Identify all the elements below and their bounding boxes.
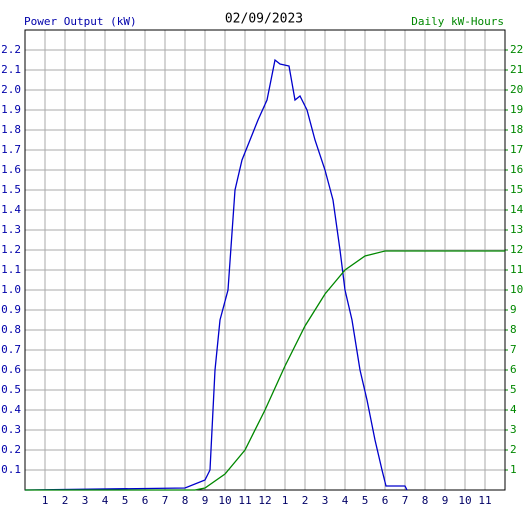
y2-tick-label: 13	[510, 223, 523, 236]
y-axis-label: Power Output (kW)	[24, 15, 137, 28]
y2-tick-label: 15	[510, 183, 523, 196]
y2-tick-label: 19	[510, 103, 523, 116]
y2-tick-label: 21	[510, 63, 523, 76]
x-tick-label: 10	[218, 494, 231, 507]
y2-tick-label: 10	[510, 283, 523, 296]
y2-tick-label: 17	[510, 143, 523, 156]
x-tick-label: 2	[62, 494, 69, 507]
series-line	[25, 250, 505, 491]
y-tick-label: 2.1	[1, 63, 21, 76]
x-tick-label: 8	[182, 494, 189, 507]
x-tick-label: 8	[422, 494, 429, 507]
y-tick-label: 1.3	[1, 223, 21, 236]
y2-tick-label: 12	[510, 243, 523, 256]
x-tick-label: 9	[202, 494, 209, 507]
y2-tick-label: 7	[510, 343, 517, 356]
y2-tick-label: 16	[510, 163, 523, 176]
x-tick-label: 11	[478, 494, 491, 507]
y2-axis-label: Daily kW-Hours	[411, 15, 504, 28]
y2-tick-label: 20	[510, 83, 523, 96]
y2-tick-label: 5	[510, 383, 517, 396]
y2-tick-label: 18	[510, 123, 523, 136]
x-tick-label: 7	[162, 494, 169, 507]
y2-tick-label: 14	[510, 203, 524, 216]
x-tick-label: 9	[442, 494, 449, 507]
x-tick-label: 6	[142, 494, 149, 507]
y-tick-label: 0.7	[1, 343, 21, 356]
y2-tick-label: 9	[510, 303, 517, 316]
x-tick-label: 6	[382, 494, 389, 507]
y-tick-label: 2.2	[1, 43, 21, 56]
y-tick-label: 2.0	[1, 83, 21, 96]
x-tick-label: 11	[238, 494, 251, 507]
y-tick-label: 1.8	[1, 123, 21, 136]
y-tick-label: 1.4	[1, 203, 21, 216]
y-tick-label: 1.0	[1, 283, 21, 296]
y2-tick-label: 4	[510, 403, 517, 416]
y-tick-label: 0.5	[1, 383, 21, 396]
x-tick-label: 2	[302, 494, 309, 507]
plot-border	[24, 29, 506, 491]
y-tick-label: 1.6	[1, 163, 21, 176]
y2-tick-label: 3	[510, 423, 517, 436]
y2-tick-label: 8	[510, 323, 517, 336]
y2-tick-label: 6	[510, 363, 517, 376]
x-tick-label: 12	[258, 494, 271, 507]
y-tick-label: 0.2	[1, 443, 21, 456]
y-tick-label: 1.2	[1, 243, 21, 256]
x-tick-label: 4	[102, 494, 109, 507]
y-tick-label: 0.8	[1, 323, 21, 336]
y2-tick-label: 1	[510, 463, 517, 476]
chart-title: 02/09/2023	[225, 12, 303, 27]
y-tick-label: 0.9	[1, 303, 21, 316]
x-tick-label: 1	[42, 494, 49, 507]
series-line	[24, 58, 408, 491]
x-tick-label: 7	[402, 494, 409, 507]
y2-tick-label: 22	[510, 43, 523, 56]
x-tick-label: 1	[282, 494, 289, 507]
x-tick-label: 5	[122, 494, 129, 507]
y-tick-label: 1.1	[1, 263, 21, 276]
y2-tick-label: 11	[510, 263, 523, 276]
x-tick-label: 5	[362, 494, 369, 507]
y-tick-label: 1.9	[1, 103, 21, 116]
y-tick-label: 0.1	[1, 463, 21, 476]
x-tick-label: 3	[322, 494, 329, 507]
y-tick-label: 0.6	[1, 363, 21, 376]
y-tick-label: 1.7	[1, 143, 21, 156]
x-tick-label: 4	[342, 494, 349, 507]
y-tick-label: 1.5	[1, 183, 21, 196]
y-tick-label: 0.4	[1, 403, 21, 416]
x-tick-label: 3	[82, 494, 89, 507]
y2-tick-label: 2	[510, 443, 517, 456]
y-tick-label: 0.3	[1, 423, 21, 436]
x-tick-label: 10	[458, 494, 471, 507]
